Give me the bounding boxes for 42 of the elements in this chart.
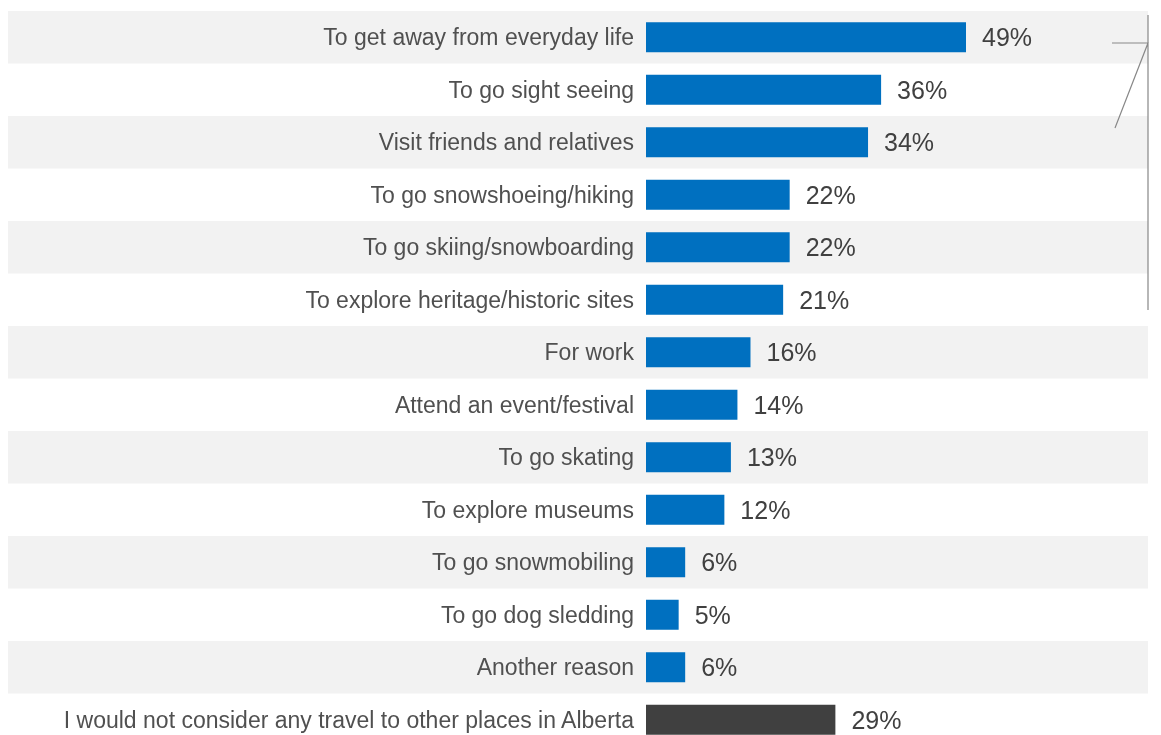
bar <box>646 74 882 105</box>
bar <box>646 652 686 683</box>
bar <box>646 442 731 473</box>
bar <box>646 22 966 53</box>
data-label: 34% <box>884 128 935 156</box>
bar <box>646 284 784 315</box>
data-label: 13% <box>746 443 797 471</box>
y-tick-label: To go skating <box>498 444 634 471</box>
data-label: 14% <box>753 390 804 419</box>
data-label: 21% <box>799 285 850 314</box>
bar <box>646 494 725 525</box>
y-tick-label: I would not consider any travel to other places in Alberta <box>63 706 635 733</box>
y-tick-label: To go snowmobiling <box>431 549 634 576</box>
bar <box>646 232 790 263</box>
y-tick-label: To go sight seeing <box>448 76 634 103</box>
y-tick-label: To go snowshoeing/hiking <box>370 181 634 208</box>
data-label: 22% <box>805 180 856 209</box>
y-tick-label: To explore museums <box>421 496 634 523</box>
data-label: 36% <box>897 75 948 104</box>
y-tick-label: Attend an event/festival <box>394 391 634 418</box>
y-tick-label: Visit friends and relatives <box>378 129 634 156</box>
y-tick-label: To get away from everyday life <box>323 24 634 51</box>
y-tick-label: To explore heritage/historic sites <box>305 286 634 313</box>
data-label: 6% <box>701 653 738 681</box>
data-label: 29% <box>851 705 902 734</box>
y-tick-label: For work <box>544 339 635 366</box>
data-label: 22% <box>805 233 856 261</box>
data-label: 49% <box>982 23 1033 51</box>
y-tick-label: To go dog sledding <box>440 601 634 628</box>
bar <box>646 599 679 630</box>
data-label: 16% <box>766 338 817 366</box>
bar <box>646 704 836 735</box>
y-tick-label: Another reason <box>476 654 634 681</box>
data-label: 6% <box>701 548 738 576</box>
bar <box>646 337 751 368</box>
bar <box>646 179 790 210</box>
bar <box>646 127 869 158</box>
bar <box>646 389 738 420</box>
y-tick-label: To go skiing/snowboarding <box>362 234 634 261</box>
data-label: 12% <box>740 495 791 524</box>
data-label: 5% <box>694 600 731 629</box>
bar <box>646 547 686 578</box>
